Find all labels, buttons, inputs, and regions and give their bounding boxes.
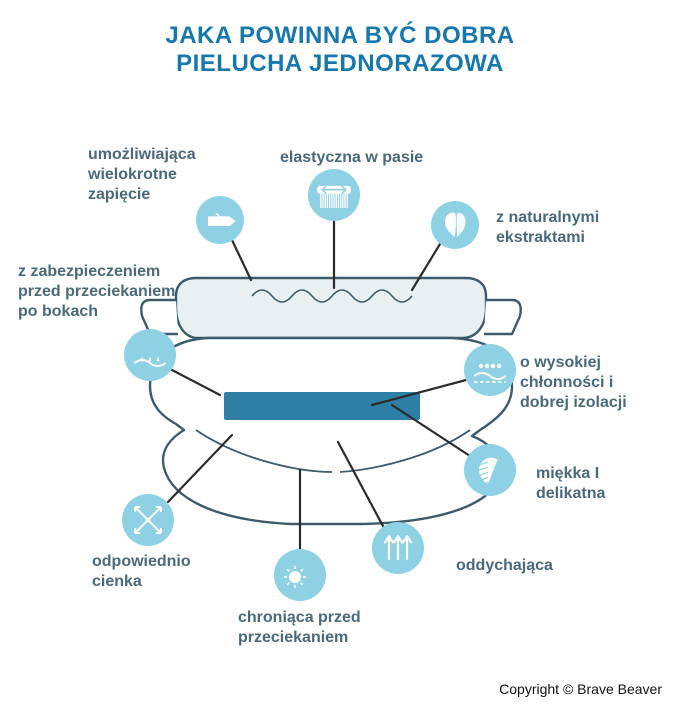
feature-label-breathable: oddychająca [456, 556, 596, 576]
feature-label-nightday: chroniąca przedprzeciekaniem [238, 608, 438, 648]
copyright-text: Copyright © Brave Beaver [499, 681, 662, 697]
feature-icon-absorb [464, 344, 516, 396]
feature-label-extracts: z naturalnymiekstraktami [496, 208, 666, 248]
feature-label-refastenable: umożliwiającawielokrotnezapięcie [88, 145, 258, 205]
feature-icon-breathable [372, 522, 424, 574]
feature-icon-leakguard [124, 329, 176, 381]
feature-icon-extracts [431, 201, 479, 249]
feature-icon-nightday [274, 549, 326, 601]
feature-label-elastic: elastyczna w pasie [280, 148, 500, 168]
feature-label-soft: miękka Idelikatna [536, 464, 666, 504]
feature-icon-elastic [308, 169, 360, 221]
feature-label-absorb: o wysokiejchłonności idobrej izolacji [520, 353, 680, 413]
feature-icon-thin [122, 494, 174, 546]
feature-label-leakguard: z zabezpieczeniemprzed przeciekaniempo b… [18, 262, 218, 322]
feature-icon-soft [464, 444, 516, 496]
feature-label-thin: odpowiedniocienka [92, 552, 242, 592]
